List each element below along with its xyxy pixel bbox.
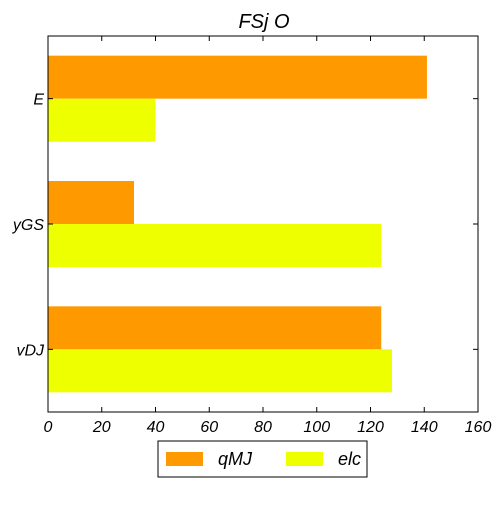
x-tick-label: 80: [254, 419, 272, 436]
x-tick-label: 60: [200, 419, 218, 436]
legend-swatch-qMJ: [166, 452, 203, 466]
legend-label-elc: elc: [338, 449, 361, 469]
bars-layer: [48, 55, 427, 393]
x-tick-label: 40: [147, 419, 165, 436]
x-tick-label: 100: [303, 419, 330, 436]
bar-qMJ-vDJ: [48, 306, 382, 350]
chart-title: FSj O: [238, 11, 289, 33]
legend-swatch-elc: [286, 452, 323, 466]
x-tick-label: 120: [357, 419, 384, 436]
x-tick-label: 160: [465, 419, 492, 436]
legend-label-qMJ: qMJ: [218, 449, 253, 469]
bar-elc-E: [48, 98, 156, 142]
x-tick-label: 20: [92, 419, 111, 436]
y-tick-label: yGS: [12, 217, 44, 234]
x-tick-label: 0: [44, 419, 53, 436]
bar-qMJ-E: [48, 55, 427, 99]
bar-qMJ-yGS: [48, 181, 134, 224]
bar-elc-vDJ: [48, 349, 392, 393]
bar-elc-yGS: [48, 224, 382, 267]
y-tick-label: vDJ: [16, 342, 45, 359]
y-tick-label: E: [33, 92, 44, 109]
legend: qMJ elc: [157, 440, 368, 478]
x-tick-label: 140: [411, 419, 438, 436]
